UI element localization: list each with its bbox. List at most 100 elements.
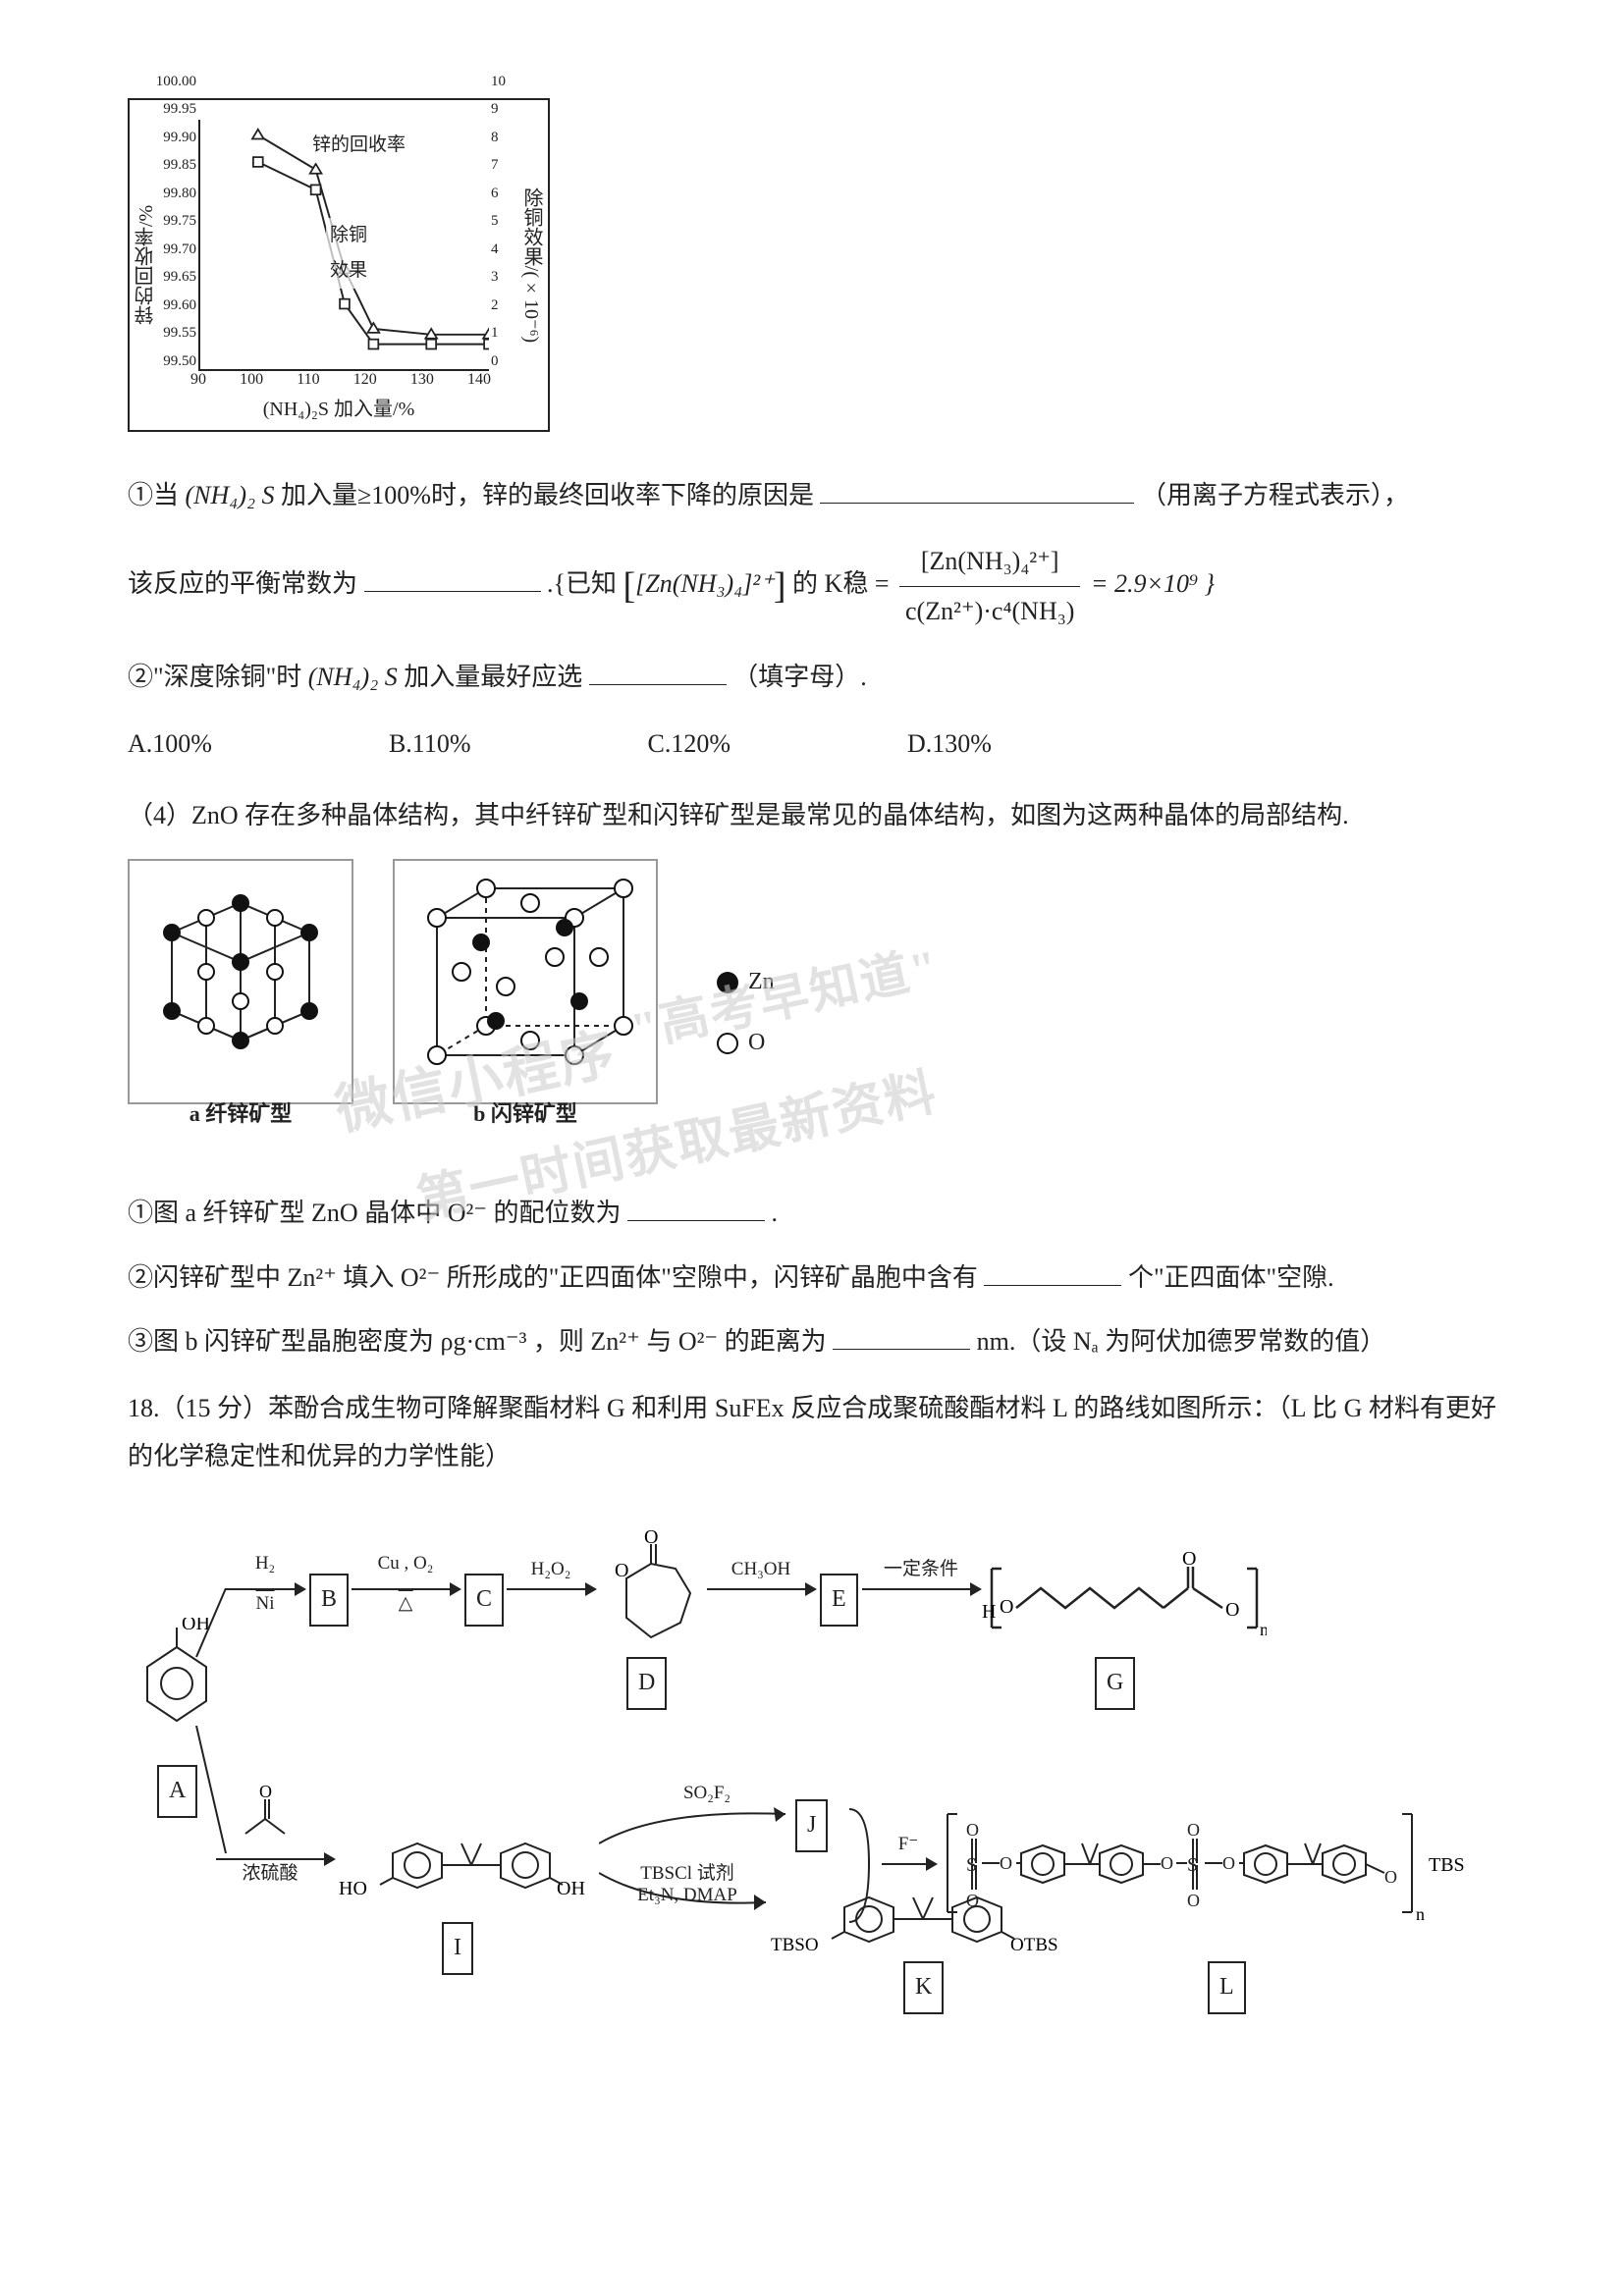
y-right-axis-label: 除铜效果/(×10⁻⁶) [513, 187, 550, 343]
node-c: C [464, 1574, 504, 1627]
bisphenol-i: HO OH [339, 1804, 594, 1912]
q1-complex: [Zn(NH₃)₄]²⁺ [635, 569, 774, 598]
tick: 4 [491, 236, 516, 264]
tick: 0 [491, 347, 516, 376]
crystal-legend: Zn O [717, 960, 775, 1065]
choice-b[interactable]: B.110% [389, 720, 471, 768]
tick: 99.50 [147, 347, 196, 376]
blank-choice[interactable] [589, 658, 727, 686]
node-l: L [1208, 1961, 1246, 2014]
q1-d: 该反应的平衡常数为 [128, 569, 357, 598]
tick: 90 [190, 365, 206, 395]
label-ij: SO₂F₂ [683, 1783, 731, 1804]
svg-text:O: O [1187, 1820, 1200, 1840]
blank-equilibrium-constant[interactable] [364, 564, 541, 593]
choice-d[interactable]: D.130% [907, 720, 992, 768]
tick: 1 [491, 319, 516, 347]
label-ai: 浓硫酸 [242, 1863, 298, 1885]
node-e: E [820, 1574, 858, 1627]
tick: 99.55 [147, 319, 196, 347]
q4-sub1: ①图 a 纤锌矿型 ZnO 晶体中 O²⁻ 的配位数为 . [128, 1189, 1496, 1237]
polymer-g: O O O H n [982, 1539, 1267, 1647]
crystal-figures: a 纤锌矿型 [128, 859, 1496, 1104]
q2-c: （填字母）. [732, 663, 867, 691]
question-18-intro: 18.（15 分）苯酚合成生物可降解聚酯材料 G 和利用 SuFEx 反应合成聚… [128, 1384, 1496, 1481]
svg-text:O: O [615, 1560, 628, 1581]
tick: 100 [240, 365, 263, 395]
tick: 99.65 [147, 263, 196, 292]
legend-zn-label: Zn [748, 960, 775, 1005]
q4-sub1-text: ①图 a 纤锌矿型 ZnO 晶体中 O²⁻ 的配位数为 [128, 1199, 622, 1227]
svg-text:O: O [966, 1891, 979, 1910]
tick: 99.60 [147, 292, 196, 320]
series2-label: 除铜 效果 [326, 218, 371, 289]
tick: 3 [491, 263, 516, 292]
caption-b: b 闪锌矿型 [473, 1094, 577, 1135]
choice-c[interactable]: C.120% [647, 720, 731, 768]
q4-sub3-b: nm.（设 Nₐ 为阿伏加德罗常数的值） [977, 1327, 1386, 1356]
frac-num: [Zn(NH₃)₄²⁺] [899, 537, 1080, 586]
q2-formula: (NH₄)₂ S [308, 663, 398, 691]
svg-text:O: O [1182, 1548, 1196, 1570]
q4-sub3-a: ③图 b 闪锌矿型晶胞密度为 ρg·cm⁻³ ，则 Zn²⁺ 与 O²⁻ 的距离… [128, 1327, 827, 1356]
svg-text:O: O [1384, 1867, 1397, 1887]
k-fraction: [Zn(NH₃)₄²⁺] c(Zn²⁺)·c⁴(NH₃) [899, 537, 1080, 635]
label-de: CH₃OH [731, 1559, 790, 1580]
tick: 99.70 [147, 236, 196, 264]
choice-a[interactable]: A.100% [128, 720, 212, 768]
svg-text:TBSO: TBSO [771, 1935, 819, 1955]
q4-sub1-end: . [772, 1199, 779, 1227]
tick: 6 [491, 180, 516, 208]
q2-a: ②"深度除铜"时 [128, 663, 301, 691]
blank-distance[interactable] [833, 1322, 970, 1351]
brace-jk [844, 1804, 884, 1932]
blank-coordination[interactable] [627, 1194, 765, 1222]
y-right-ticks: 0 1 2 3 4 5 6 7 8 9 10 [491, 114, 516, 375]
q1-c: （用离子方程式表示）， [1141, 481, 1409, 509]
node-k: K [903, 1961, 944, 2014]
branch-line [187, 1726, 236, 1863]
q1-known: .{已知 [547, 569, 617, 598]
tick: 100.00 [147, 68, 196, 96]
label-jkl: F⁻ [898, 1834, 919, 1855]
svg-text:S: S [1187, 1854, 1198, 1876]
tick: 140 [467, 365, 491, 395]
polymer-l: O O S O O O O S O [943, 1785, 1492, 1951]
q4-sub3: ③图 b 闪锌矿型晶胞密度为 ρg·cm⁻³ ，则 Zn²⁺ 与 O²⁻ 的距离… [128, 1317, 1496, 1365]
x-axis-label: (NH₄)₂S 加入量/% [263, 391, 415, 428]
branch-line-up [187, 1588, 236, 1667]
acetone: O [226, 1780, 304, 1848]
svg-text:O: O [966, 1820, 979, 1840]
tick: 99.95 [147, 95, 196, 124]
arrow-e-g [862, 1588, 980, 1590]
label-ik-bot: Et₃N, DMAP [637, 1885, 737, 1906]
q4-sub2-b: 个"正四面体"空隙. [1128, 1263, 1334, 1292]
label-bc-top: Cu , O₂ [378, 1553, 434, 1575]
question-1-line2: 该反应的平衡常数为 .{已知 [[Zn(NH₃)₄]²⁺] 的 K稳 = [Zn… [128, 537, 1496, 635]
node-g: G [1095, 1657, 1135, 1710]
filled-dot-icon [717, 972, 738, 993]
q1-b: 加入量≥100%时，锌的最终回收率下降的原因是 [281, 481, 814, 509]
blank-tetrahedral-count[interactable] [984, 1257, 1121, 1286]
blank-ion-equation[interactable] [820, 475, 1134, 504]
svg-text:O: O [1222, 1853, 1235, 1873]
svg-text:O: O [1000, 1853, 1012, 1873]
zincblende-figure: b 闪锌矿型 [393, 859, 658, 1104]
label-bc-bot: △ [399, 1590, 413, 1615]
label-ab-top: H₂ [255, 1553, 275, 1575]
legend-o-label: O [748, 1021, 765, 1066]
svg-text:HO: HO [339, 1878, 367, 1899]
choice-row: A.100% B.110% C.120% D.130% [128, 720, 1496, 768]
wurtzite-figure: a 纤锌矿型 [128, 859, 353, 1104]
open-dot-icon [717, 1033, 738, 1054]
svg-text:TBS: TBS [1429, 1854, 1465, 1876]
lactone-d: O O [597, 1529, 705, 1657]
tick: 99.90 [147, 124, 196, 152]
tick: 99.80 [147, 180, 196, 208]
reaction-scheme: OH A H₂ Ni B Cu , O₂ △ C H₂O₂ O O D CH₃O… [128, 1529, 1492, 1971]
svg-text:OH: OH [557, 1878, 585, 1899]
q1-klabel: 的 K稳 = [792, 569, 889, 598]
tick: 99.75 [147, 207, 196, 236]
svg-text:O: O [1000, 1596, 1013, 1618]
plot-area: 锌的回收率 除铜 效果 [198, 120, 489, 371]
